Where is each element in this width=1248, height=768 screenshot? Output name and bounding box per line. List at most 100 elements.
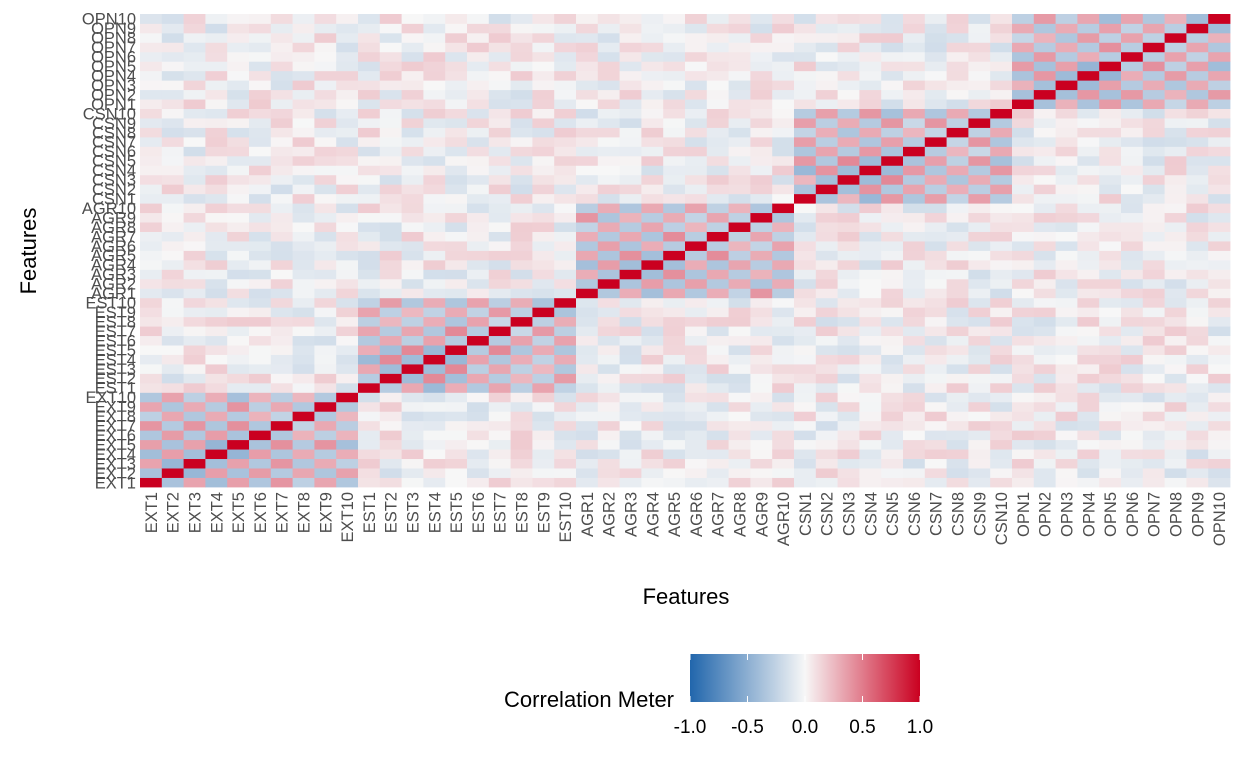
heatmap-cell — [445, 250, 468, 261]
heatmap-cell — [1012, 165, 1035, 176]
heatmap-cell — [1033, 14, 1056, 24]
heatmap-cell — [837, 174, 860, 185]
heatmap-cell — [924, 70, 947, 81]
heatmap-cells — [140, 14, 1231, 488]
heatmap-cell — [1033, 392, 1056, 403]
heatmap-cell — [336, 401, 359, 412]
heatmap-cell — [1164, 401, 1187, 412]
heatmap-cell — [401, 392, 424, 403]
heatmap-cell — [728, 458, 751, 469]
x-tick-label: AGR6 — [688, 492, 706, 537]
heatmap-cell — [1033, 99, 1056, 109]
heatmap-cell — [205, 127, 228, 138]
heatmap-cell — [1186, 288, 1209, 299]
heatmap-cell — [576, 307, 599, 318]
heatmap-cell — [924, 118, 947, 128]
heatmap-cell — [881, 288, 904, 299]
heatmap-cell — [1121, 316, 1144, 327]
heatmap-cell — [619, 468, 642, 478]
heatmap-cell — [1033, 212, 1056, 223]
heatmap-cell — [903, 288, 926, 299]
heatmap-cell — [1055, 307, 1078, 318]
heatmap-cell — [924, 297, 947, 308]
heatmap-cell — [401, 212, 424, 223]
heatmap-cell — [488, 184, 511, 195]
heatmap-cell — [968, 458, 991, 469]
heatmap-cell — [1033, 335, 1056, 346]
heatmap-cell — [532, 89, 555, 100]
heatmap-cell — [401, 316, 424, 327]
x-tick-label: EST7 — [492, 492, 510, 533]
y-tick-label: EXT9 — [95, 399, 136, 417]
heatmap-cell — [968, 99, 991, 109]
heatmap-cell — [706, 458, 729, 469]
heatmap-cell — [249, 411, 272, 422]
heatmap-cell — [401, 32, 424, 43]
heatmap-cell — [772, 439, 795, 450]
heatmap-cell — [903, 477, 926, 488]
heatmap-cell — [249, 136, 272, 147]
y-tick-label: AGR9 — [91, 209, 136, 227]
heatmap-cell — [794, 326, 817, 337]
heatmap-cell — [663, 420, 686, 431]
heatmap-cell — [772, 108, 795, 119]
heatmap-cell — [924, 212, 947, 223]
heatmap-cell — [772, 449, 795, 460]
heatmap-cell — [750, 364, 773, 374]
heatmap-cell — [728, 136, 751, 147]
heatmap-cell — [140, 193, 163, 204]
heatmap-cell — [881, 345, 904, 355]
heatmap-cell — [358, 382, 381, 393]
heatmap-cell — [270, 23, 293, 34]
heatmap-cell — [270, 51, 293, 62]
heatmap-cell — [292, 250, 315, 261]
heatmap-cell — [445, 468, 468, 478]
heatmap-cell — [227, 222, 250, 232]
heatmap-cell — [401, 193, 424, 204]
heatmap-cell — [467, 354, 490, 365]
heatmap-cell — [663, 269, 686, 280]
heatmap-cell — [1055, 316, 1078, 327]
heatmap-cell — [1164, 354, 1187, 365]
heatmap-cell — [1208, 51, 1231, 62]
heatmap-cell — [968, 136, 991, 147]
heatmap-cell — [597, 193, 620, 204]
heatmap-cell — [358, 439, 381, 450]
heatmap-cell — [292, 23, 315, 34]
heatmap-cell — [968, 127, 991, 138]
heatmap-cell — [467, 278, 490, 289]
heatmap-cell — [619, 42, 642, 53]
heatmap-cell — [1012, 42, 1035, 53]
x-tick-label: EXT3 — [187, 492, 205, 533]
heatmap-cell — [1186, 165, 1209, 176]
heatmap-cell — [336, 373, 359, 384]
heatmap-cell — [467, 401, 490, 412]
heatmap-cell — [336, 222, 359, 232]
heatmap-cell — [924, 307, 947, 318]
heatmap-cell — [576, 392, 599, 403]
heatmap-cell — [314, 146, 337, 157]
heatmap-cell — [467, 449, 490, 460]
heatmap-cell — [837, 354, 860, 365]
heatmap-cell — [488, 146, 511, 157]
heatmap-cell — [685, 165, 708, 176]
heatmap-cell — [488, 316, 511, 327]
heatmap-cell — [772, 32, 795, 43]
heatmap-cell — [837, 373, 860, 384]
heatmap-cell — [205, 345, 228, 355]
heatmap-cell — [576, 411, 599, 422]
heatmap-cell — [510, 203, 533, 214]
heatmap-cell — [183, 184, 206, 195]
heatmap-cell — [227, 259, 250, 270]
heatmap-cell — [423, 89, 446, 100]
heatmap-cell — [488, 354, 511, 365]
heatmap-cell — [794, 61, 817, 72]
heatmap-cell — [1164, 288, 1187, 299]
heatmap-cell — [881, 70, 904, 81]
heatmap-cell — [576, 212, 599, 223]
heatmap-cell — [1186, 259, 1209, 270]
heatmap-cell — [576, 401, 599, 412]
heatmap-cell — [619, 250, 642, 261]
heatmap-cell — [1055, 146, 1078, 157]
heatmap-cell — [859, 14, 882, 24]
